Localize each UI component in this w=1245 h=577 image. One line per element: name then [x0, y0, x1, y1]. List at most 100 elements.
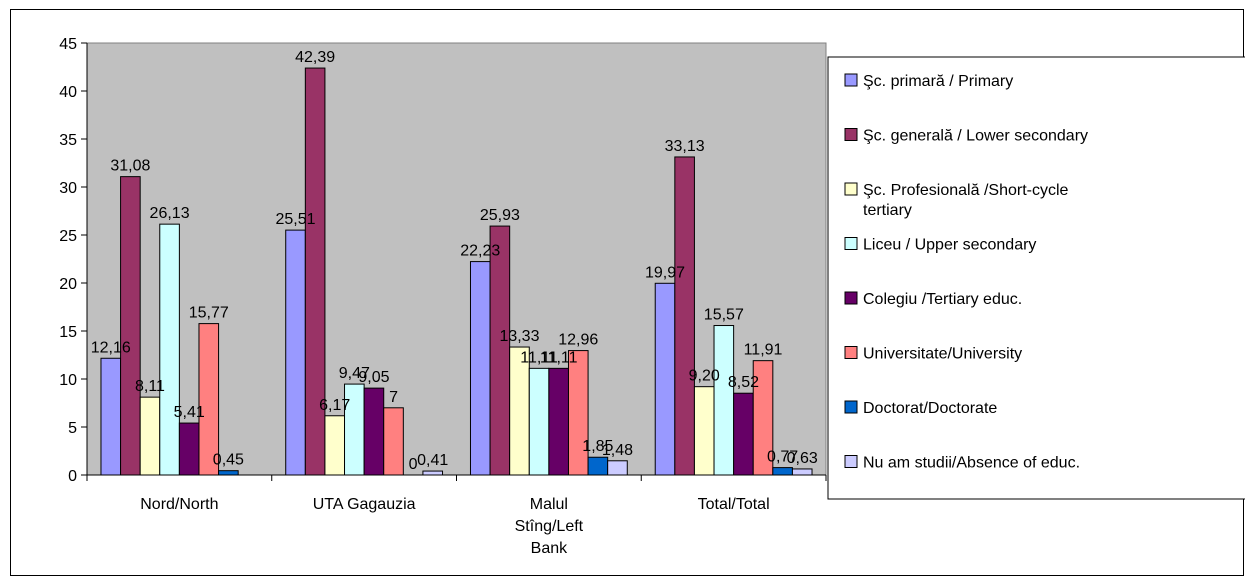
- bar: [139, 396, 161, 476]
- data-label: 0,45: [213, 452, 244, 469]
- data-label: 0,77: [767, 449, 798, 466]
- data-label: 9,05: [358, 369, 389, 386]
- bar: [567, 350, 589, 476]
- data-label: 0,41: [417, 452, 448, 469]
- bar: [422, 470, 444, 476]
- bar: [772, 467, 793, 476]
- y-tick-label: 15: [59, 324, 77, 341]
- data-label: 15,77: [189, 305, 229, 322]
- data-label: 25,93: [480, 207, 520, 224]
- chart-svg: 0 5 10 15 20 25 30 35 40 45 Nord/North UTA Gagauzi…: [59, 36, 1245, 557]
- chart-frame: 0 5 10 15 20 25 30 35 40 45 Nord/North UTA Gagauzi…: [10, 9, 1245, 576]
- y-tick-label: 5: [68, 420, 77, 437]
- y-tick-label: 30: [59, 180, 77, 197]
- x-category-label: Stîng/Left: [515, 518, 584, 535]
- legend-label: Şc. primară / Primary: [863, 73, 1013, 90]
- bar: [218, 470, 239, 476]
- bar: [713, 325, 735, 476]
- bar: [324, 415, 346, 476]
- legend-label: tertiary: [863, 202, 912, 219]
- bar: [693, 386, 715, 476]
- data-label: 1,85: [582, 438, 613, 455]
- x-category-label: Bank: [531, 540, 568, 557]
- bar: [100, 357, 122, 476]
- data-label: 15,57: [704, 307, 744, 324]
- data-label: 12,96: [558, 332, 598, 349]
- y-tick-label: 35: [59, 132, 77, 149]
- legend-label: Universitate/University: [863, 346, 1022, 363]
- data-label: 11,11: [540, 349, 578, 366]
- legend-swatch: [844, 455, 858, 468]
- bar: [178, 422, 200, 476]
- legend-swatch: [844, 400, 858, 414]
- data-label: 8,52: [728, 374, 759, 391]
- data-label: 1,48: [602, 442, 633, 459]
- legend-label: Şc. generală / Lower secondary: [863, 128, 1088, 145]
- x-category-label: Malul: [530, 496, 568, 513]
- bar: [198, 323, 220, 476]
- bar: [752, 360, 774, 476]
- bar: [285, 229, 306, 476]
- bar: [383, 407, 404, 476]
- bar: [791, 468, 813, 476]
- y-tick-label: 45: [59, 36, 77, 53]
- bar: [489, 225, 511, 476]
- data-label: 0,63: [787, 450, 818, 467]
- y-tick-label: 20: [59, 276, 77, 293]
- data-label: 8,11: [135, 378, 165, 395]
- y-tick-label: 0: [68, 468, 77, 485]
- legend: Şc. primară / Primary Şc. generală / Lowe…: [827, 56, 1245, 500]
- data-label: 26,13: [150, 205, 190, 222]
- data-label: 31,08: [110, 158, 150, 175]
- bar: [363, 387, 385, 476]
- data-label: 12,16: [91, 339, 131, 356]
- bar: [674, 156, 695, 476]
- legend-label: Liceu / Upper secondary: [863, 237, 1036, 254]
- data-label: 9,47: [339, 365, 370, 382]
- bar: [159, 223, 180, 476]
- bar: [654, 282, 676, 476]
- x-category-label: Nord/North: [140, 496, 218, 513]
- legend-swatch: [844, 182, 858, 196]
- legend-swatch: [844, 237, 858, 250]
- data-label: 19,97: [645, 264, 685, 281]
- legend-label: Doctorat/Doctorate: [863, 400, 997, 417]
- legend-swatch: [844, 291, 858, 305]
- data-label: 6,17: [319, 397, 350, 414]
- bar: [120, 176, 141, 476]
- data-label: 11,91: [744, 342, 783, 359]
- bar: [548, 367, 569, 476]
- data-label: 13,33: [499, 328, 539, 345]
- y-tick-label: 40: [59, 84, 77, 101]
- legend-label: Nu am studii/Absence of educ.: [863, 455, 1080, 472]
- data-labels-group: 12,16 25,51 22,23 19,97 31,08 42,39 25,93 33,13…: [91, 49, 818, 473]
- y-tick-label: 10: [59, 372, 77, 389]
- data-label: 9,20: [689, 368, 720, 385]
- bars-group: [100, 67, 813, 476]
- data-label: 22,23: [460, 243, 500, 260]
- data-label: 25,51: [276, 211, 316, 228]
- y-tick-label: 25: [59, 228, 77, 245]
- legend-box: [827, 56, 1245, 500]
- data-label: 5,41: [174, 404, 205, 421]
- data-label: 0: [409, 456, 418, 473]
- bar: [469, 261, 491, 476]
- y-axis: 0 5 10 15 20 25 30 35 40 45: [59, 36, 88, 485]
- x-category-label: Total/Total: [698, 496, 770, 513]
- legend-swatch: [844, 346, 858, 359]
- x-axis: Nord/North UTA Gagauzia Malul Stîng/Left Ban…: [86, 474, 827, 557]
- x-category-label: UTA Gagauzia: [313, 496, 416, 513]
- data-label: 33,13: [665, 138, 705, 155]
- bar: [733, 392, 754, 476]
- bar: [528, 367, 550, 476]
- bar: [304, 67, 326, 476]
- data-label: 7: [389, 389, 398, 406]
- bar: [587, 456, 609, 476]
- legend-label: Colegiu /Tertiary educ.: [863, 291, 1022, 308]
- legend-label: Şc. Profesională /Short-cycle: [863, 182, 1069, 199]
- data-label: 42,39: [295, 49, 335, 66]
- bar: [607, 460, 628, 476]
- legend-swatch: [844, 128, 858, 141]
- legend-swatch: [844, 73, 858, 87]
- data-label: 11,11: [520, 349, 558, 366]
